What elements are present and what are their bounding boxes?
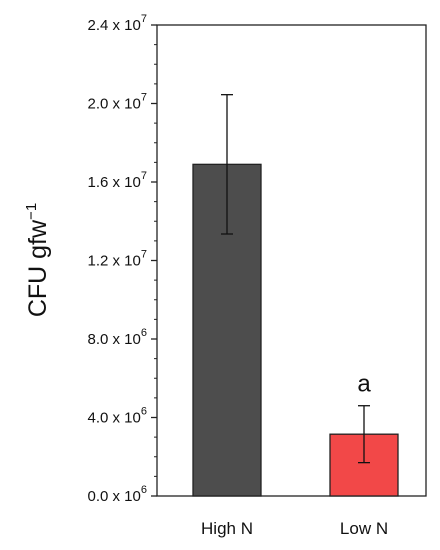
y-tick-exponent: 7 xyxy=(141,13,147,25)
y-tick-mantissa: 1.6 x 10 xyxy=(88,174,141,191)
y-axis-label-base: CFU gfw xyxy=(24,219,52,317)
y-tick-label: 1.2 x 107 xyxy=(88,249,148,270)
y-tick-label: 2.0 x 107 xyxy=(88,92,148,113)
y-axis-label-exponent: −1 xyxy=(23,203,40,220)
error-bar xyxy=(358,405,370,464)
y-tick-mantissa: 1.2 x 10 xyxy=(88,253,141,270)
y-tick-exponent: 6 xyxy=(141,484,147,496)
y-tick-label: 2.4 x 107 xyxy=(88,13,148,34)
y-tick-exponent: 7 xyxy=(141,92,147,104)
x-tick-label: Low N xyxy=(340,519,388,538)
y-tick-label: 8.0 x 106 xyxy=(88,327,148,348)
y-tick-mantissa: 8.0 x 10 xyxy=(88,331,141,348)
y-tick-exponent: 7 xyxy=(141,249,147,261)
y-tick-mantissa: 4.0 x 10 xyxy=(88,410,141,427)
y-tick-label: 0.0 x 106 xyxy=(88,484,148,505)
y-tick-exponent: 6 xyxy=(141,406,147,418)
bars: a xyxy=(192,94,399,497)
y-tick-label: 4.0 x 106 xyxy=(88,406,148,427)
error-bar xyxy=(221,94,233,235)
y-tick-mantissa: 0.0 x 10 xyxy=(88,488,141,505)
y-tick-mantissa: 2.0 x 10 xyxy=(88,96,141,113)
significance-label: a xyxy=(357,371,371,398)
y-axis-label: CFU gfw−1 xyxy=(23,203,52,317)
x-tick-label: High N xyxy=(201,519,253,538)
y-tick-mantissa: 2.4 x 10 xyxy=(88,17,141,34)
x-axis-labels: High N Low N xyxy=(201,519,388,538)
y-tick-exponent: 6 xyxy=(141,327,147,339)
y-tick-exponent: 7 xyxy=(141,170,147,182)
y-tick-label: 1.6 x 107 xyxy=(88,170,148,191)
